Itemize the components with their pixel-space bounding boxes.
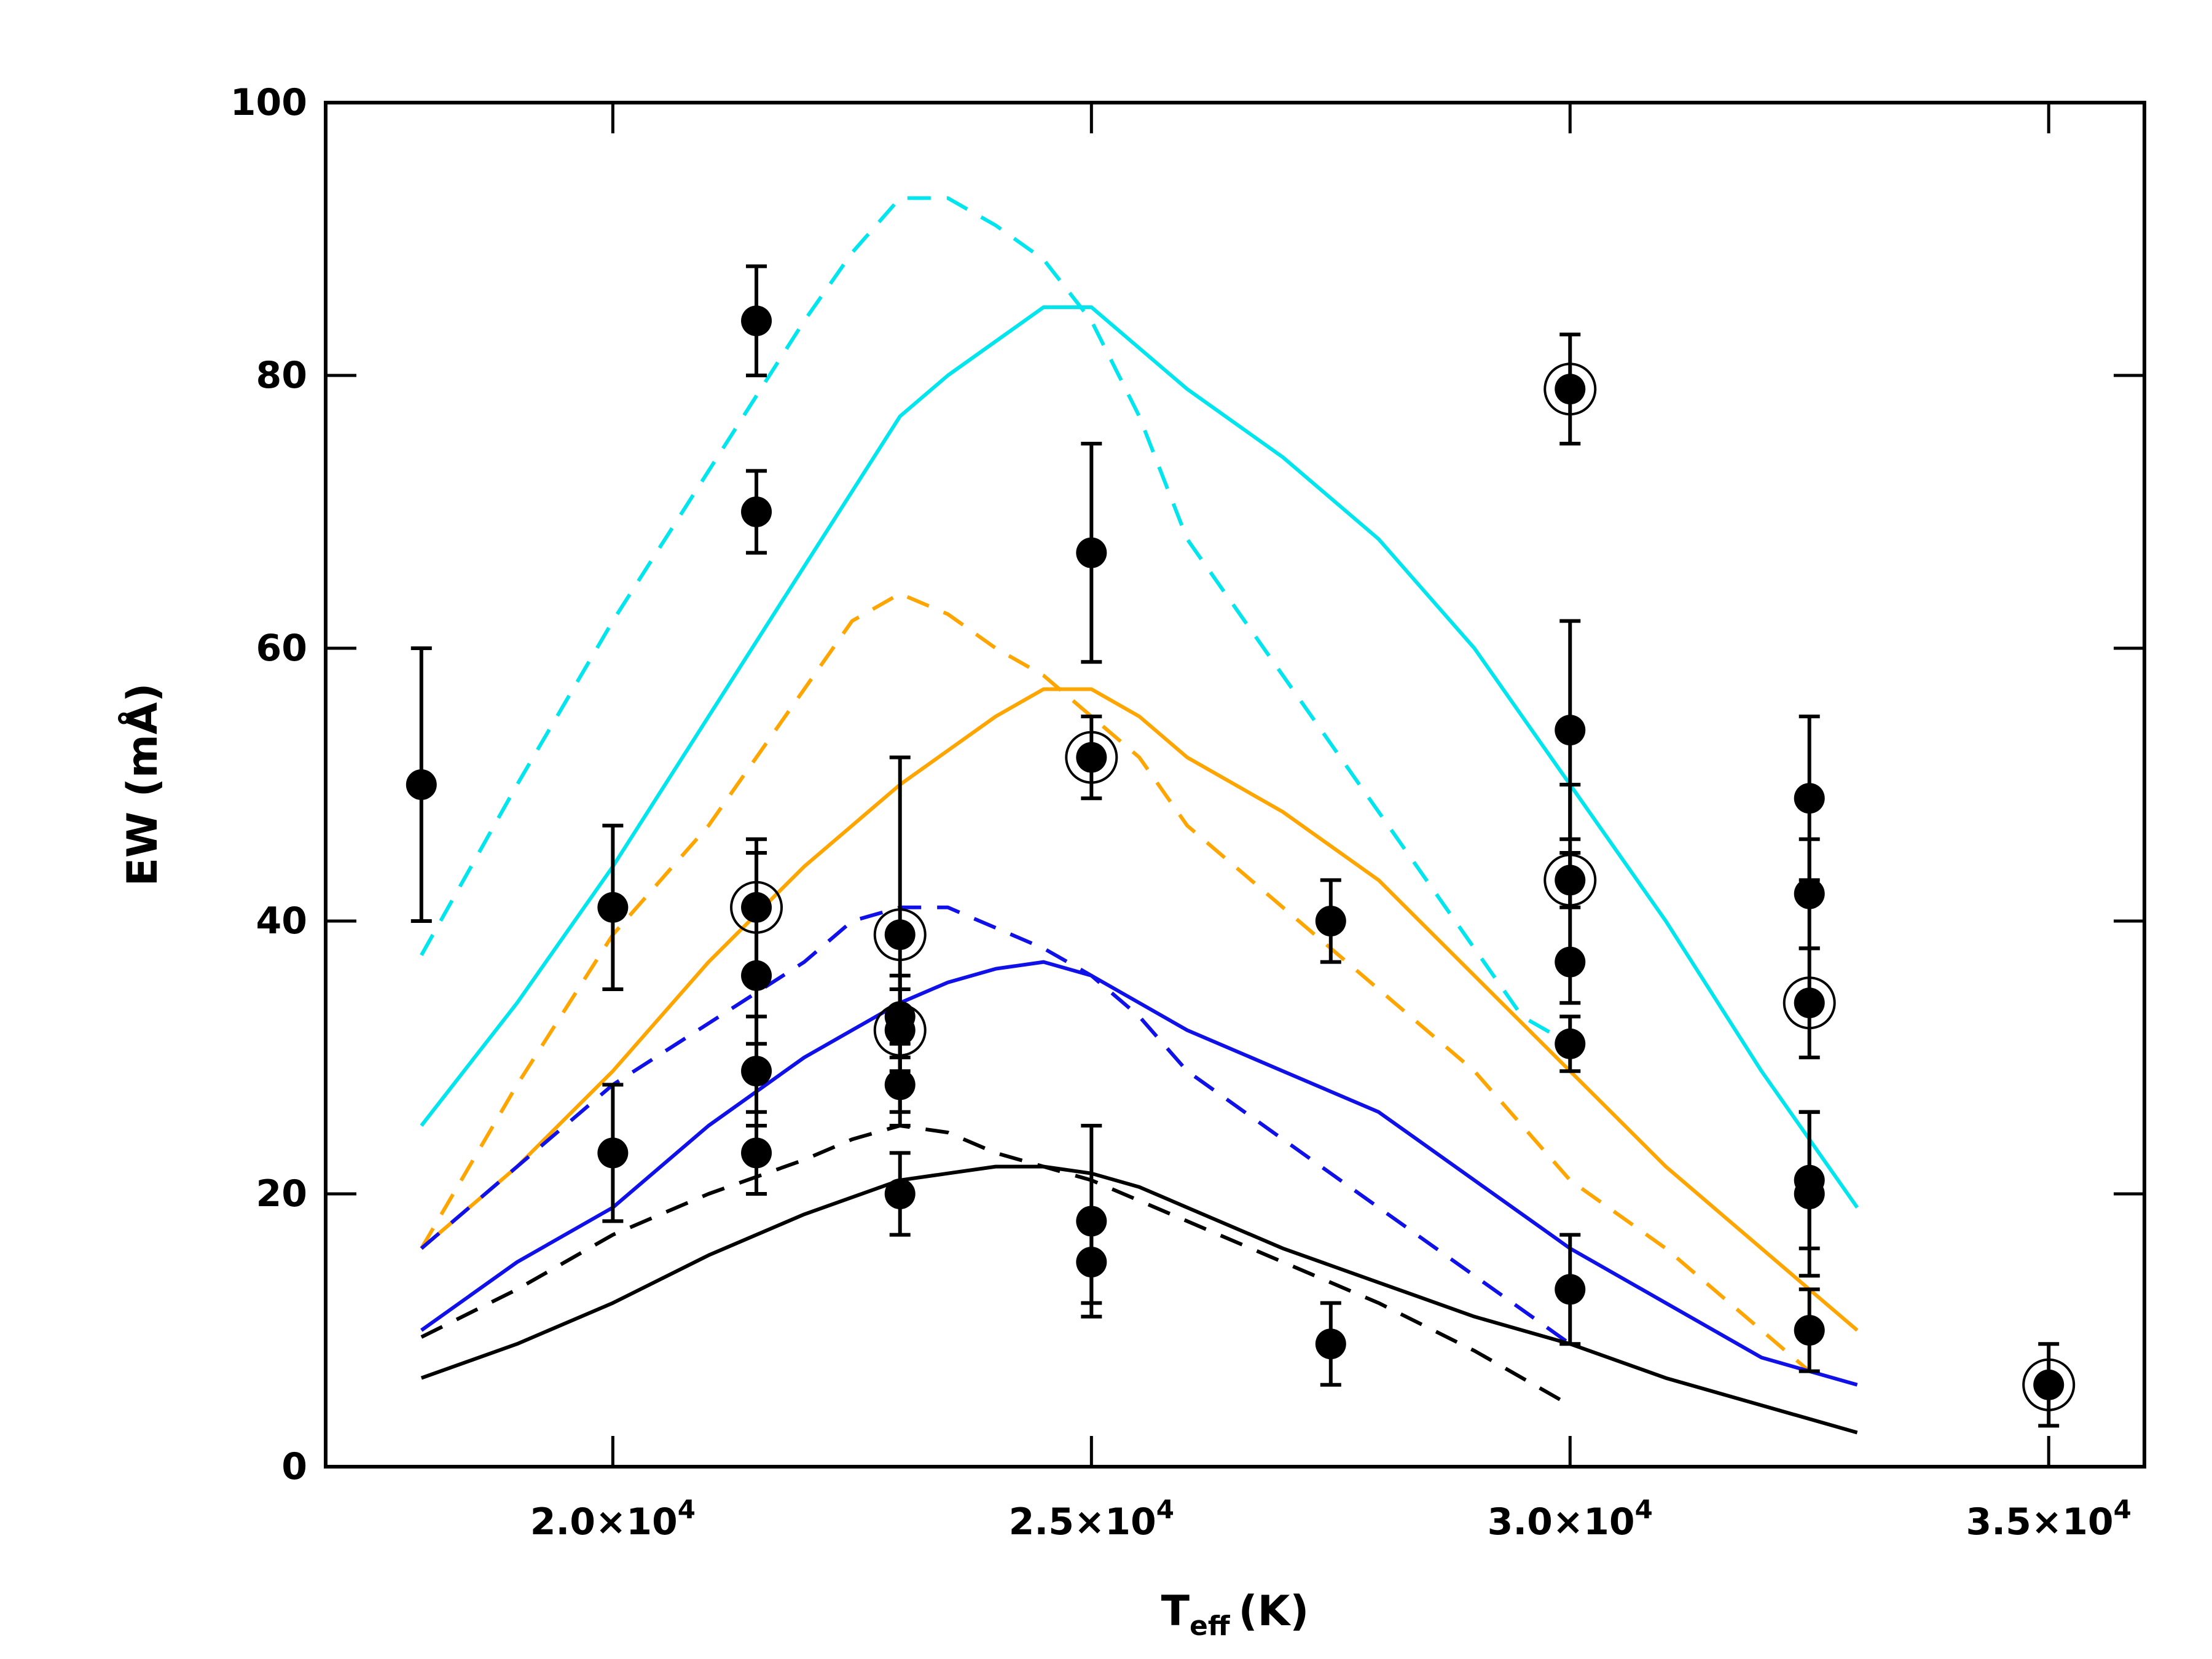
point-marker xyxy=(884,1069,916,1100)
y-tick-label: 20 xyxy=(256,1172,308,1215)
y-tick-label: 60 xyxy=(256,627,308,670)
x-axis-label-unit: (K) xyxy=(1239,1587,1309,1636)
data-point xyxy=(884,1041,916,1128)
curve-cyan-dashed xyxy=(420,196,1571,1046)
data-point xyxy=(741,1110,772,1196)
data-point xyxy=(1315,878,1346,964)
point-marker xyxy=(1076,1247,1107,1277)
curve-black-dashed xyxy=(420,1124,1571,1407)
curve-blue-solid xyxy=(420,960,1858,1387)
data-point xyxy=(2022,1342,2076,1428)
data-points xyxy=(406,264,2076,1428)
x-axis-label-main: T xyxy=(1161,1587,1190,1636)
point-marker xyxy=(1555,946,1586,978)
data-point xyxy=(1076,1219,1107,1305)
point-marker xyxy=(1794,878,1825,909)
data-point xyxy=(1794,837,1825,951)
curve-black-solid xyxy=(420,1164,1858,1435)
point-marker xyxy=(741,960,772,991)
point-marker xyxy=(2033,1369,2065,1400)
curve-cyan-solid xyxy=(420,305,1859,1209)
point-marker xyxy=(741,1056,772,1087)
point-marker xyxy=(406,769,437,800)
curve-orange-solid xyxy=(420,687,1859,1332)
point-marker xyxy=(1794,783,1825,814)
curve-blue-dashed xyxy=(420,905,1572,1346)
point-marker xyxy=(884,919,916,951)
y-tick-label: 0 xyxy=(281,1445,307,1488)
data-point xyxy=(1543,332,1597,445)
point-marker xyxy=(1794,987,1825,1019)
point-marker xyxy=(1555,374,1586,405)
point-marker xyxy=(1315,906,1346,936)
data-point xyxy=(1555,1014,1586,1073)
point-marker xyxy=(884,1014,916,1046)
x-tick-label: 2.0×104 xyxy=(530,1494,696,1543)
data-point xyxy=(1783,946,1836,1059)
point-marker xyxy=(1555,1028,1586,1059)
x-tick-label: 3.5×104 xyxy=(1966,1494,2132,1543)
data-point xyxy=(597,823,629,991)
data-point xyxy=(1555,1233,1586,1346)
data-point xyxy=(1794,1110,1825,1278)
data-point xyxy=(1555,783,1586,1005)
x-axis-label-sub: eff xyxy=(1190,1610,1231,1642)
data-point xyxy=(1794,1287,1825,1373)
point-marker xyxy=(1076,742,1107,773)
data-point xyxy=(741,264,772,377)
point-ring xyxy=(1065,731,1118,784)
data-point xyxy=(597,1083,629,1223)
model-curves xyxy=(420,196,1859,1435)
data-point xyxy=(406,646,437,923)
point-marker xyxy=(741,305,772,337)
point-marker xyxy=(1555,1274,1586,1305)
y-axis-label: EW (mÅ) xyxy=(118,683,167,887)
x-axis-label: Teff (K) xyxy=(1161,1587,1309,1642)
data-point xyxy=(741,469,772,555)
data-point xyxy=(741,1014,772,1128)
point-marker xyxy=(597,892,629,923)
data-point xyxy=(1315,1301,1346,1387)
point-ring xyxy=(1543,363,1597,416)
y-tick-label: 80 xyxy=(256,354,308,397)
point-marker xyxy=(1315,1328,1346,1360)
x-tick-label: 3.0×104 xyxy=(1488,1494,1653,1543)
point-marker xyxy=(597,1137,629,1169)
point-marker xyxy=(884,1179,916,1209)
data-point xyxy=(884,1151,916,1237)
point-marker xyxy=(1076,537,1107,568)
axis-ticks: 0 20 40 60 80 100 2.0×104 2.5×104 3.0×104 3.5×104 xyxy=(230,81,2144,1543)
point-marker xyxy=(1794,1315,1825,1346)
y-tick-label: 40 xyxy=(256,900,308,943)
point-marker xyxy=(1555,715,1586,746)
point-ring xyxy=(2022,1358,2076,1411)
point-ring xyxy=(1783,976,1836,1030)
data-point xyxy=(1076,442,1107,664)
data-point xyxy=(1065,715,1118,801)
point-ring xyxy=(873,908,927,962)
data-point xyxy=(741,851,772,1046)
point-marker xyxy=(741,496,772,527)
x-tick-label: 2.5×104 xyxy=(1009,1494,1174,1543)
curve-orange-dashed xyxy=(420,592,1811,1373)
y-tick-label: 100 xyxy=(230,81,307,124)
plot-frame xyxy=(324,101,2146,1469)
point-marker xyxy=(741,1137,772,1169)
point-marker xyxy=(1794,1179,1825,1209)
